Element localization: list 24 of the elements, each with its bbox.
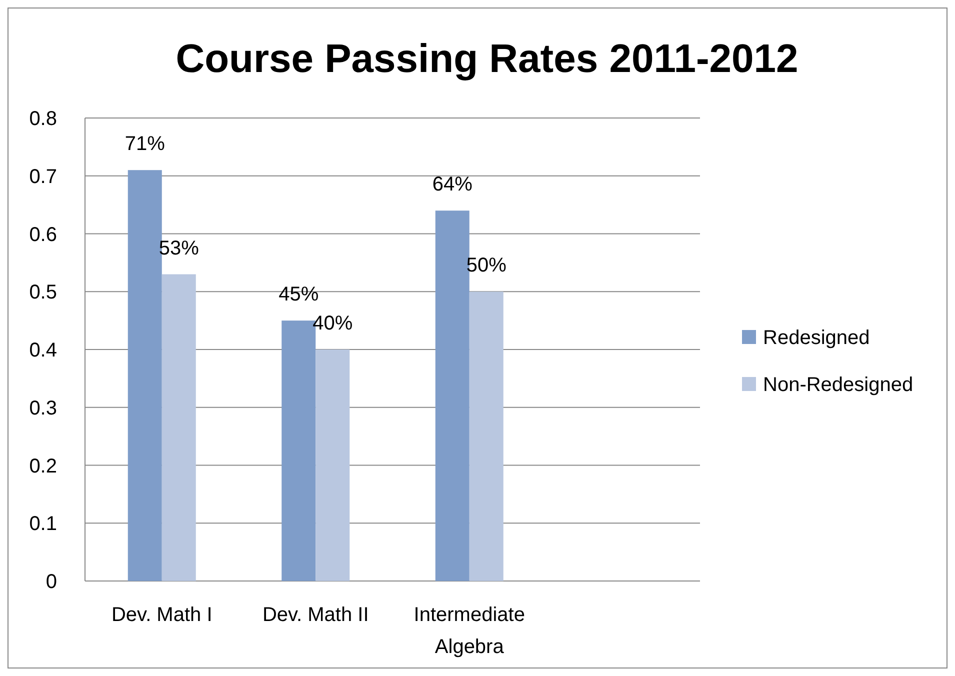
data-label: 71% <box>124 133 166 156</box>
chart-title: Course Passing Rates 2011-2012 <box>176 37 798 81</box>
data-label: 40% <box>312 312 353 334</box>
bar <box>162 274 196 581</box>
y-tick-label: 0.3 <box>29 397 57 420</box>
y-tick-label: 0.5 <box>29 282 57 304</box>
y-tick-label: 0.6 <box>29 224 57 246</box>
y-tick-label: 0 <box>46 571 57 593</box>
y-tick-label: 0.4 <box>29 340 57 362</box>
y-tick-label: 0.2 <box>29 455 57 478</box>
x-tick-label: Dev. Math II <box>262 604 369 626</box>
x-tick-label: Intermediate Algebra <box>414 604 525 658</box>
legend-label: Non-Redesigned <box>763 374 914 396</box>
x-tick-label: Dev. Math I <box>111 604 212 626</box>
data-label: 64% <box>432 174 473 196</box>
y-tick-label: 0.7 <box>29 166 57 188</box>
bar <box>469 292 504 581</box>
y-tick-label: 0.8 <box>29 108 57 130</box>
bar <box>316 350 350 581</box>
data-label: 53% <box>158 237 200 260</box>
y-tick-label: 0.1 <box>29 513 57 536</box>
legend-label: Redesigned <box>763 327 870 349</box>
data-label: 45% <box>278 284 319 306</box>
data-label: 50% <box>466 254 507 277</box>
